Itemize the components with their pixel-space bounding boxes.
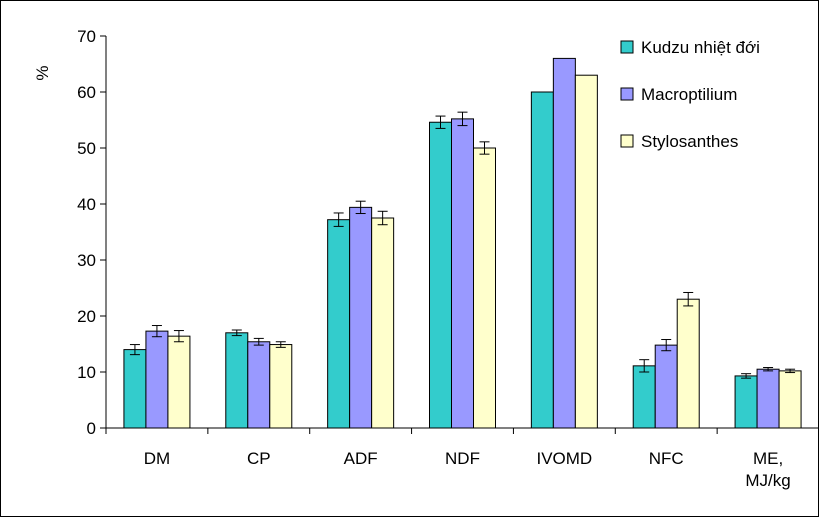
bar <box>473 147 496 429</box>
legend-swatch <box>620 87 634 101</box>
bar <box>654 344 678 429</box>
bar <box>676 298 700 429</box>
legend-label: Macroptilium <box>641 85 737 104</box>
x-tick-label: CP <box>247 449 271 468</box>
y-tick-label: 70 <box>77 27 96 46</box>
bar <box>574 74 598 429</box>
bar <box>756 368 780 429</box>
x-tick-label: NFC <box>649 449 684 468</box>
bar <box>269 344 293 429</box>
bar <box>327 219 351 429</box>
bar <box>632 365 656 429</box>
x-tick-label: DM <box>144 449 170 468</box>
bar <box>247 341 271 429</box>
bar <box>778 370 802 429</box>
x-axis: DM CP ADF NDF IVOMD NFC ME, MJ/kg <box>105 427 819 490</box>
x-tick-label: NDF <box>445 449 480 468</box>
bar <box>552 57 576 429</box>
bar <box>145 330 169 429</box>
x-tick-label: ADF <box>344 449 378 468</box>
y-tick-label: 50 <box>77 139 96 158</box>
bar <box>451 118 474 429</box>
y-tick-label: 60 <box>77 83 96 102</box>
legend-swatch <box>620 40 634 54</box>
bar <box>734 375 758 429</box>
bar <box>123 349 147 429</box>
y-tick-label: 0 <box>87 419 96 438</box>
legend-label: Kudzu nhiệt đới <box>641 38 760 57</box>
y-tick-label: 30 <box>77 251 96 270</box>
bar <box>371 217 395 429</box>
y-axis: 0 10 20 30 40 50 60 70 <box>77 27 107 438</box>
x-tick-label: ME, MJ/kg <box>745 449 790 490</box>
bars <box>123 57 802 429</box>
y-axis-label: % <box>33 65 52 80</box>
bar <box>349 206 373 429</box>
x-tick-label: IVOMD <box>536 449 592 468</box>
legend: Kudzu nhiệt đới Macroptilium Stylosanthes <box>620 38 760 151</box>
y-tick-label: 40 <box>77 195 96 214</box>
bar <box>167 335 191 429</box>
bar <box>530 91 554 429</box>
bar <box>429 121 452 429</box>
legend-label: Stylosanthes <box>641 132 738 151</box>
y-tick-label: 20 <box>77 307 96 326</box>
bar <box>225 332 249 429</box>
y-tick-label: 10 <box>77 363 96 382</box>
legend-swatch <box>620 134 634 148</box>
